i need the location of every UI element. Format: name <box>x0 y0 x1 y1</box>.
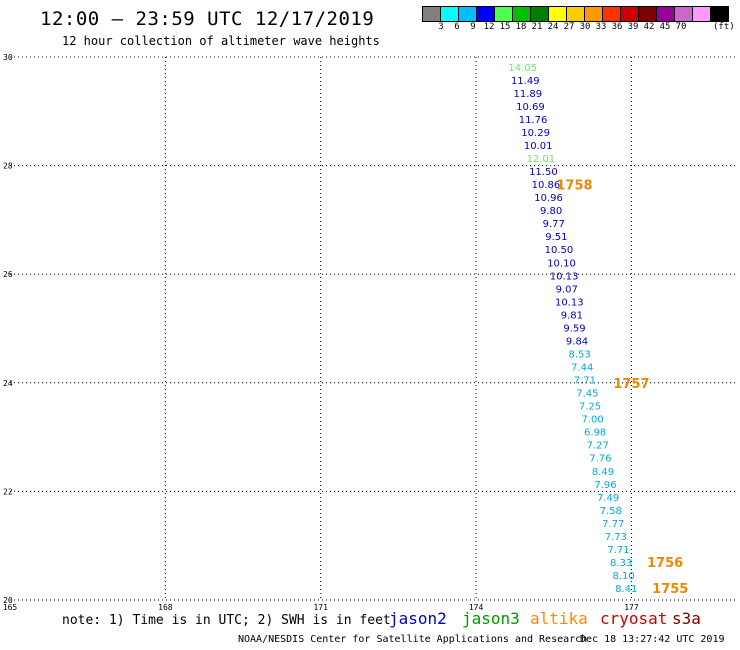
color-scale-label: 21 <box>531 22 543 32</box>
time-annotation: 1758 <box>556 179 592 194</box>
wave-height-label: 9.84 <box>566 336 588 347</box>
wave-height-label: 8.33 <box>610 558 632 569</box>
wave-height-label: 8.53 <box>569 349 591 360</box>
wave-height-label: 6.98 <box>584 428 606 439</box>
credit-line: NOAA/NESDIS Center for Satellite Applica… <box>238 634 588 645</box>
wave-height-label: 7.25 <box>579 402 601 413</box>
wave-height-label: 7.00 <box>581 415 603 426</box>
wave-height-label: 9.80 <box>540 206 562 217</box>
wave-height-label: 11.76 <box>519 115 548 126</box>
wave-height-label: 7.73 <box>605 532 627 543</box>
color-scale-label: 36 <box>611 22 623 32</box>
legend-item-s3a: s3a <box>672 609 701 628</box>
units-note: note: 1) Time is in UTC; 2) SWH is in fe… <box>62 613 391 628</box>
time-annotation: 1756 <box>647 556 683 571</box>
color-scale-label: 33 <box>595 22 607 32</box>
color-swatch <box>710 6 729 22</box>
wave-height-label: 7.45 <box>576 389 598 400</box>
color-scale-label: 3 <box>438 22 444 32</box>
wave-height-label: 11.89 <box>514 89 543 100</box>
wave-height-label: 7.71 <box>607 545 629 556</box>
x-tick-label: 177 <box>624 603 639 612</box>
y-tick-label: 24 <box>3 379 13 388</box>
generated-timestamp: Dec 18 13:27:42 UTC 2019 <box>580 634 725 645</box>
wave-height-label: 10.13 <box>550 271 579 282</box>
legend-item-altika: altika <box>530 609 588 628</box>
color-scale-label: 70 <box>675 22 687 32</box>
color-scale-label: 45 <box>659 22 671 32</box>
time-annotation: 1755 <box>652 582 688 597</box>
wave-height-label: 9.81 <box>561 310 583 321</box>
wave-height-label: 7.58 <box>600 506 622 517</box>
color-scale-bar <box>422 6 729 22</box>
wave-height-label: 7.96 <box>594 480 616 491</box>
x-tick-label: 174 <box>469 603 484 612</box>
y-tick-label: 30 <box>3 53 13 62</box>
wave-height-label: 9.59 <box>563 323 585 334</box>
color-scale-unit: (ft) <box>713 22 735 32</box>
wave-height-label: 12.01 <box>526 154 555 165</box>
wave-height-label: 8.41 <box>615 584 637 595</box>
wave-height-label: 10.69 <box>516 102 545 113</box>
wave-height-label: 11.49 <box>511 76 540 87</box>
y-tick-label: 20 <box>3 596 13 605</box>
color-scale-label: 15 <box>499 22 511 32</box>
wave-height-label: 10.10 <box>547 258 576 269</box>
color-scale-label: 27 <box>563 22 575 32</box>
wave-height-label: 8.49 <box>592 467 614 478</box>
chart-title: 12:00 – 23:59 UTC 12/17/2019 <box>40 8 375 30</box>
color-scale-label: 12 <box>483 22 495 32</box>
legend-item-jason2: jason2 <box>389 609 447 628</box>
wave-height-label: 10.96 <box>534 193 563 204</box>
wave-height-label: 9.07 <box>556 284 578 295</box>
color-scale-label: 30 <box>579 22 591 32</box>
wave-height-label: 10.50 <box>545 245 574 256</box>
wave-height-label: 7.71 <box>574 376 596 387</box>
wave-height-label: 10.13 <box>555 297 584 308</box>
legend-item-cryosat: cryosat <box>600 609 668 628</box>
wave-height-label: 7.76 <box>589 454 611 465</box>
wave-height-label: 9.51 <box>545 232 567 243</box>
wave-height-label: 7.49 <box>597 493 619 504</box>
color-scale-label: 39 <box>627 22 639 32</box>
chart-subtitle: 12 hour collection of altimeter wave hei… <box>62 34 380 48</box>
wave-height-label: 9.77 <box>543 219 565 230</box>
y-tick-label: 28 <box>3 162 13 171</box>
wave-height-label: 11.50 <box>529 167 558 178</box>
wave-height-label: 10.01 <box>524 141 553 152</box>
color-scale-label: 6 <box>454 22 460 32</box>
wave-height-label: 8.10 <box>613 571 635 582</box>
y-tick-label: 26 <box>3 270 13 279</box>
wave-height-label: 10.29 <box>521 128 550 139</box>
legend-item-jason3: jason3 <box>462 609 520 628</box>
color-scale-label: 18 <box>515 22 527 32</box>
x-tick-label: 171 <box>313 603 328 612</box>
color-scale-label: 9 <box>470 22 476 32</box>
time-annotation: 1757 <box>613 377 649 392</box>
wave-height-label: 7.27 <box>587 441 609 452</box>
x-tick-label: 165 <box>3 603 18 612</box>
color-scale-label: 42 <box>643 22 655 32</box>
wave-height-label: 7.77 <box>602 519 624 530</box>
wave-height-label: 10.86 <box>532 180 561 191</box>
wave-height-label: 14.05 <box>508 63 537 74</box>
x-tick-label: 168 <box>158 603 173 612</box>
y-tick-label: 22 <box>3 487 13 496</box>
color-scale-label: 24 <box>547 22 559 32</box>
wave-height-label: 7.44 <box>571 363 593 374</box>
